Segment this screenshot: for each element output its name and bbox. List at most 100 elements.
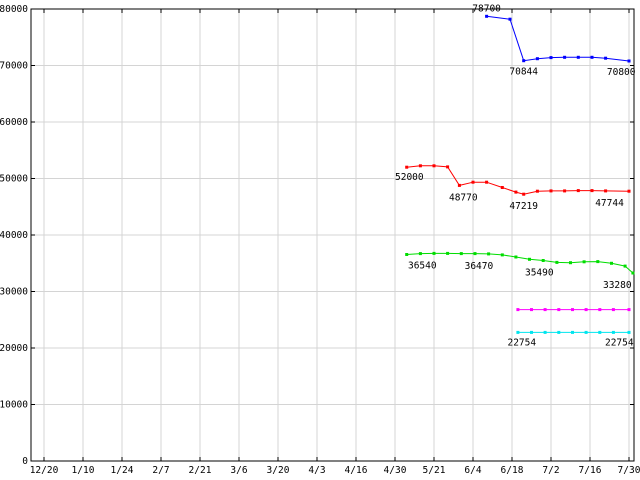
data-point-marker-cyan xyxy=(584,330,588,334)
data-point-marker-red xyxy=(522,192,526,196)
data-point-marker-red xyxy=(432,164,436,168)
x-tick-label: 4/3 xyxy=(308,465,325,476)
y-tick-label: 70000 xyxy=(0,61,28,72)
value-label: 36540 xyxy=(408,261,437,272)
value-label: 35490 xyxy=(525,268,554,279)
data-point-marker-cyan xyxy=(516,330,520,334)
x-tick-label: 6/18 xyxy=(501,465,524,476)
data-point-marker-green xyxy=(500,253,504,257)
data-point-marker-red xyxy=(576,189,580,193)
data-point-marker-green xyxy=(432,251,436,255)
data-point-marker-blue xyxy=(576,55,580,59)
y-tick-label: 80000 xyxy=(0,4,28,15)
data-point-marker-blue xyxy=(563,55,567,59)
data-point-marker-green xyxy=(569,261,572,265)
data-point-marker-green xyxy=(405,253,409,256)
data-point-marker-cyan xyxy=(598,330,602,334)
x-tick-label: 1/10 xyxy=(72,465,95,476)
value-label: 52000 xyxy=(395,172,424,183)
x-tick-label: 6/4 xyxy=(464,465,481,476)
data-point-marker-blue xyxy=(627,59,631,63)
value-label: 70800 xyxy=(607,67,636,78)
data-point-marker-red xyxy=(500,186,504,189)
data-point-marker-green xyxy=(514,255,518,259)
data-point-marker-magenta xyxy=(598,308,602,312)
data-point-marker-red xyxy=(590,189,594,193)
value-label: 22754 xyxy=(507,337,536,348)
data-point-marker-magenta xyxy=(530,308,533,312)
data-point-marker-red xyxy=(405,165,409,169)
data-point-marker-magenta xyxy=(611,308,615,312)
value-label: 47744 xyxy=(595,198,624,209)
data-point-marker-blue xyxy=(549,56,553,60)
data-point-marker-red xyxy=(549,189,553,193)
data-point-marker-green xyxy=(459,252,463,256)
data-point-marker-green xyxy=(555,260,559,264)
data-point-marker-green xyxy=(610,261,613,265)
y-tick-label: 60000 xyxy=(0,117,28,128)
x-tick-label: 3/6 xyxy=(230,465,247,476)
data-point-marker-green xyxy=(487,252,491,256)
data-point-marker-red xyxy=(446,165,450,169)
data-point-marker-cyan xyxy=(611,330,615,334)
data-point-marker-magenta xyxy=(543,308,547,312)
y-tick-label: 40000 xyxy=(0,230,28,241)
y-tick-label: 50000 xyxy=(0,174,28,185)
x-tick-label: 2/21 xyxy=(189,465,212,476)
y-tick-label: 10000 xyxy=(0,400,28,411)
data-point-marker-cyan xyxy=(530,330,533,334)
value-label: 78700 xyxy=(472,3,501,14)
data-point-marker-red xyxy=(514,190,518,194)
data-point-marker-blue xyxy=(508,17,512,21)
data-point-marker-green xyxy=(446,251,450,255)
value-label: 70844 xyxy=(509,67,538,78)
x-tick-label: 7/30 xyxy=(618,465,640,476)
data-point-marker-cyan xyxy=(557,330,561,334)
data-point-marker-cyan xyxy=(571,330,574,334)
data-point-marker-red xyxy=(535,189,539,193)
series-line-red xyxy=(406,165,630,195)
x-tick-label: 7/16 xyxy=(579,465,602,476)
value-label: 22754 xyxy=(605,337,634,348)
data-point-marker-green xyxy=(623,264,627,268)
data-point-marker-red xyxy=(418,164,422,168)
data-point-marker-red xyxy=(604,189,608,193)
data-point-marker-blue xyxy=(522,59,526,63)
data-point-marker-green xyxy=(596,260,600,264)
x-tick-label: 5/21 xyxy=(423,465,446,476)
data-point-marker-green xyxy=(473,252,477,256)
data-point-marker-cyan xyxy=(543,330,547,334)
data-point-marker-blue xyxy=(485,14,489,18)
series-line-green xyxy=(406,252,634,274)
data-point-marker-cyan xyxy=(627,330,631,334)
x-tick-label: 2/7 xyxy=(152,465,169,476)
x-tick-label: 12/20 xyxy=(30,465,59,476)
data-point-marker-green xyxy=(582,260,586,264)
data-point-marker-blue xyxy=(590,55,594,59)
data-point-marker-red xyxy=(485,180,489,184)
x-tick-label: 7/2 xyxy=(542,465,559,476)
data-point-marker-magenta xyxy=(627,308,631,312)
data-point-marker-green xyxy=(418,252,422,256)
series-line-blue xyxy=(486,15,630,62)
data-point-marker-green xyxy=(631,271,635,275)
data-point-marker-magenta xyxy=(584,308,588,312)
value-label: 33280 xyxy=(603,280,632,291)
data-point-marker-magenta xyxy=(571,308,574,312)
x-tick-label: 4/16 xyxy=(345,465,368,476)
x-tick-label: 1/24 xyxy=(111,465,134,476)
x-tick-label: 3/20 xyxy=(267,465,290,476)
value-label: 48770 xyxy=(449,192,478,203)
data-point-marker-green xyxy=(541,259,545,262)
data-point-marker-red xyxy=(471,180,475,184)
y-tick-label: 30000 xyxy=(0,287,28,298)
value-label: 36470 xyxy=(465,261,494,272)
data-point-marker-magenta xyxy=(557,308,561,312)
y-tick-label: 0 xyxy=(22,456,28,467)
data-point-marker-magenta xyxy=(516,308,520,312)
data-point-marker-red xyxy=(627,189,631,193)
data-point-marker-blue xyxy=(604,56,608,60)
value-label: 47219 xyxy=(509,201,538,212)
